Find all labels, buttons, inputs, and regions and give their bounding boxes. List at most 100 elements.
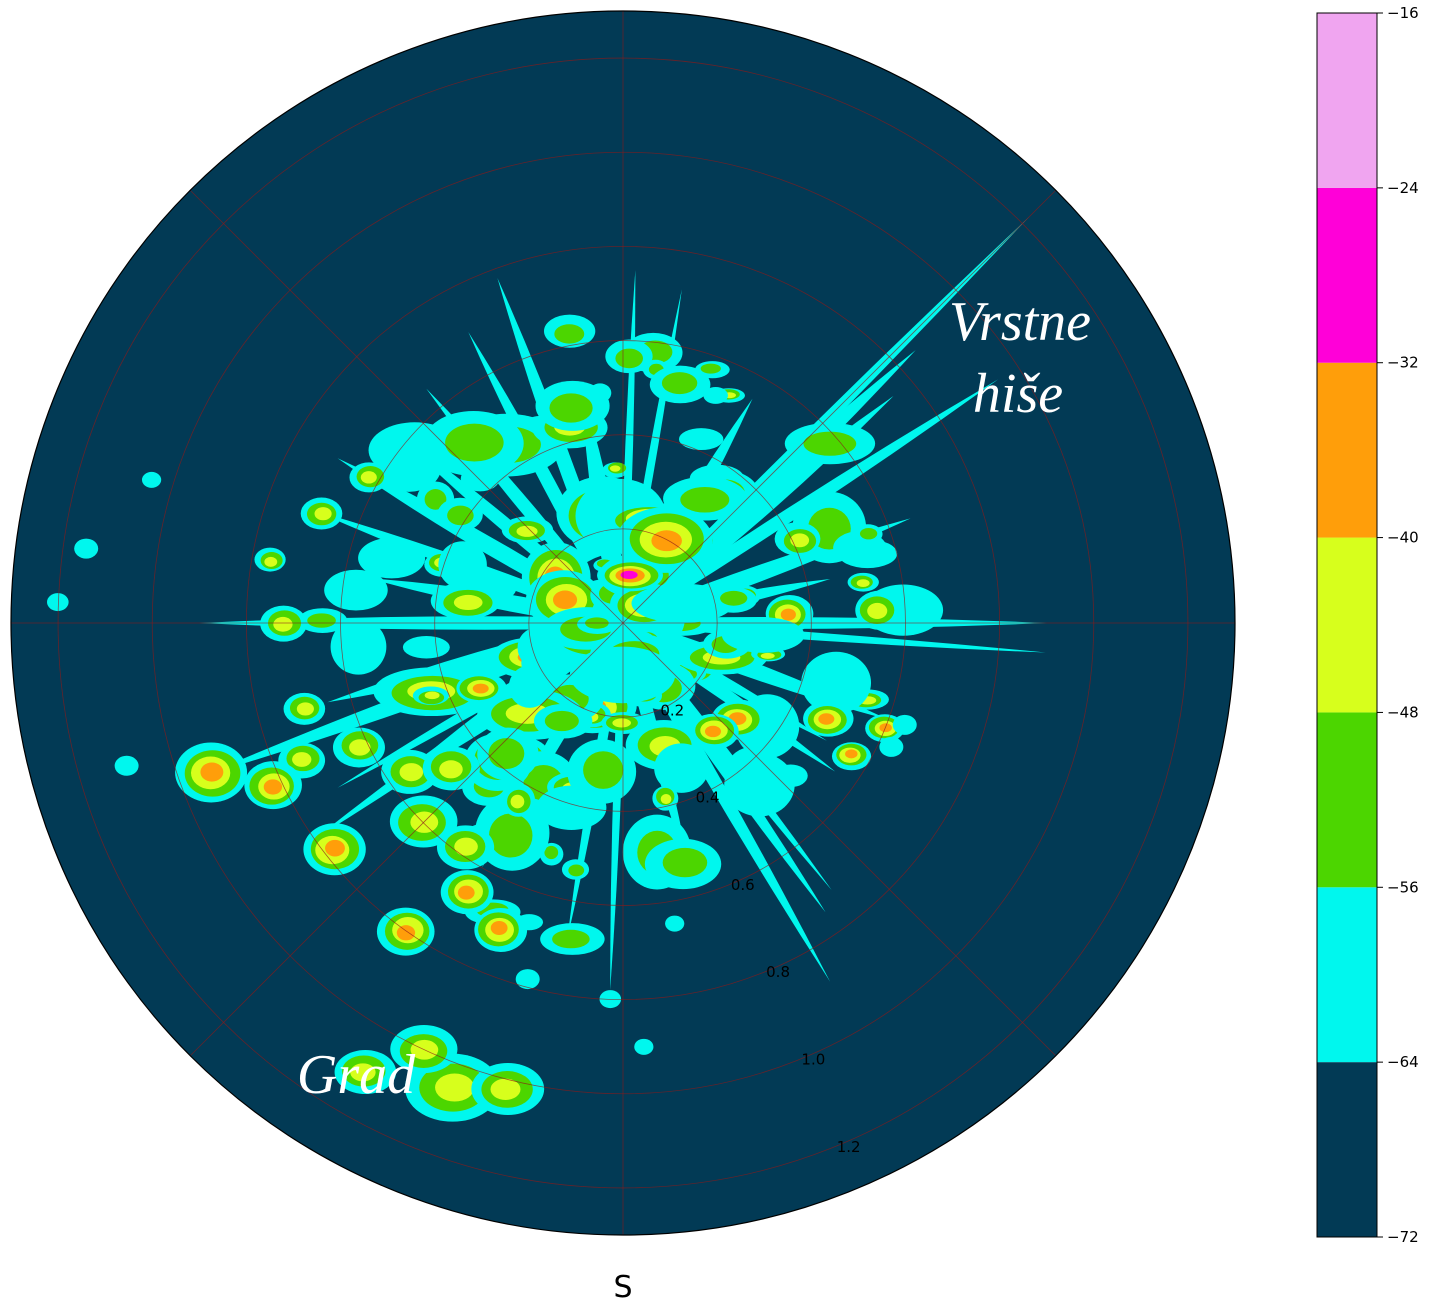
echo-cluster (634, 1038, 654, 1055)
colorbar: −72 −64 −56 −48 −40 −32 −24 −16 (1316, 4, 1419, 1246)
echo-cluster (549, 393, 593, 423)
echo-cluster (879, 736, 904, 757)
echo-cluster (515, 969, 540, 990)
echo-cluster (349, 739, 371, 756)
echo-cluster (296, 702, 314, 716)
echo-cluster (724, 753, 795, 817)
echo-cluster (330, 618, 387, 675)
echo-cluster (665, 915, 685, 932)
echo-cluster (472, 683, 489, 694)
echo-cluster (704, 725, 721, 738)
radial-tick-labels: 0.2 0.4 0.6 0.8 1.0 1.2 (660, 701, 860, 1155)
echo-spike (659, 379, 999, 603)
colorbar-segment (1317, 13, 1377, 188)
colorbar-tick-label: −72 (1387, 1228, 1419, 1246)
radial-tick-label: 1.0 (801, 1050, 825, 1068)
echo-cluster (292, 752, 312, 767)
echo-cluster (424, 489, 447, 510)
colorbar-segment (1317, 362, 1377, 538)
echo-cluster (445, 423, 504, 462)
colorbar-tick-label: −24 (1387, 179, 1419, 197)
echo-cluster (620, 570, 638, 580)
echo-cluster (703, 387, 728, 404)
echo-cluster (662, 847, 708, 878)
echo-cluster (439, 760, 463, 779)
echo-cluster (447, 505, 474, 526)
echo-cluster (350, 1063, 376, 1082)
radial-tick-label: 0.4 (696, 789, 720, 807)
echo-cluster (508, 665, 551, 708)
colorbar-tick-label: −48 (1387, 703, 1419, 721)
echo-cluster (516, 525, 538, 537)
colorbar-tick-label: −40 (1387, 529, 1419, 547)
echo-cluster (661, 372, 698, 395)
echo-cluster (554, 324, 585, 344)
colorbar-tick-label: −32 (1387, 354, 1419, 372)
echo-cluster (490, 921, 508, 936)
annotation-vrstne: Vrstne (949, 291, 1091, 353)
echo-cluster (760, 652, 775, 659)
echo-cluster (324, 569, 388, 611)
echo-cluster (47, 593, 69, 612)
echo-cluster (544, 710, 579, 732)
polar-grid (11, 11, 1235, 1235)
echo-cluster (402, 636, 450, 659)
echo-cluster (489, 813, 533, 858)
echo-cluster (488, 738, 525, 769)
echo-cluster (700, 363, 721, 374)
echo-cluster (612, 718, 631, 728)
echo-cluster (536, 785, 607, 830)
echo-cluster (720, 590, 748, 606)
echo-cluster (358, 537, 426, 579)
echo-cluster (856, 579, 870, 587)
echo-cluster (457, 885, 475, 900)
grid-spoke (189, 622, 624, 1057)
grid-spoke (622, 622, 1057, 1057)
echo-cluster (609, 465, 621, 472)
echo-cluster (114, 755, 139, 776)
echo-cluster (74, 538, 99, 559)
radial-tick-label: 0.8 (766, 963, 790, 981)
colorbar-tick-label: −56 (1387, 878, 1419, 896)
echo-cluster (818, 713, 835, 725)
echo-cluster (654, 743, 709, 793)
echo-layer (47, 216, 1047, 1122)
echo-cluster (307, 613, 336, 628)
echo-cluster (680, 486, 730, 513)
echo-cluster (552, 590, 578, 610)
echo-cluster (453, 594, 483, 611)
echo-cluster (803, 431, 857, 456)
echo-cluster (424, 691, 440, 700)
echo-cluster (435, 1073, 475, 1102)
colorbar-segment (1317, 1062, 1377, 1237)
echo-cluster (314, 507, 332, 521)
echo-cluster (399, 763, 424, 782)
radial-tick-label: 1.2 (837, 1138, 861, 1156)
colorbar-tick-label: −64 (1387, 1053, 1419, 1071)
echo-cluster (721, 617, 805, 653)
echo-cluster (490, 1078, 521, 1100)
echo-cluster (678, 428, 724, 451)
echo-cluster (790, 533, 810, 548)
colorbar-tick-label: −16 (1387, 4, 1419, 22)
echo-cluster (859, 527, 878, 540)
echo-cluster (438, 541, 487, 589)
echo-cluster (569, 646, 676, 704)
colorbar-segment (1317, 537, 1377, 713)
echo-cluster (892, 714, 917, 735)
echo-cluster (568, 864, 585, 877)
grid-spoke (622, 189, 1057, 624)
echo-cluster (396, 925, 416, 941)
echo-cluster (517, 627, 556, 668)
colorbar-frame (1316, 12, 1378, 1238)
radial-tick-label: 0.2 (660, 701, 684, 719)
echo-cluster (360, 471, 377, 484)
echo-cluster (583, 751, 624, 789)
echo-cluster (780, 608, 796, 621)
annotation-grad: Grad (297, 1044, 416, 1106)
echo-cluster (264, 556, 278, 567)
radial-tick-label: 0.6 (731, 876, 755, 894)
echo-cluster (845, 749, 858, 759)
echo-cluster (273, 616, 293, 632)
